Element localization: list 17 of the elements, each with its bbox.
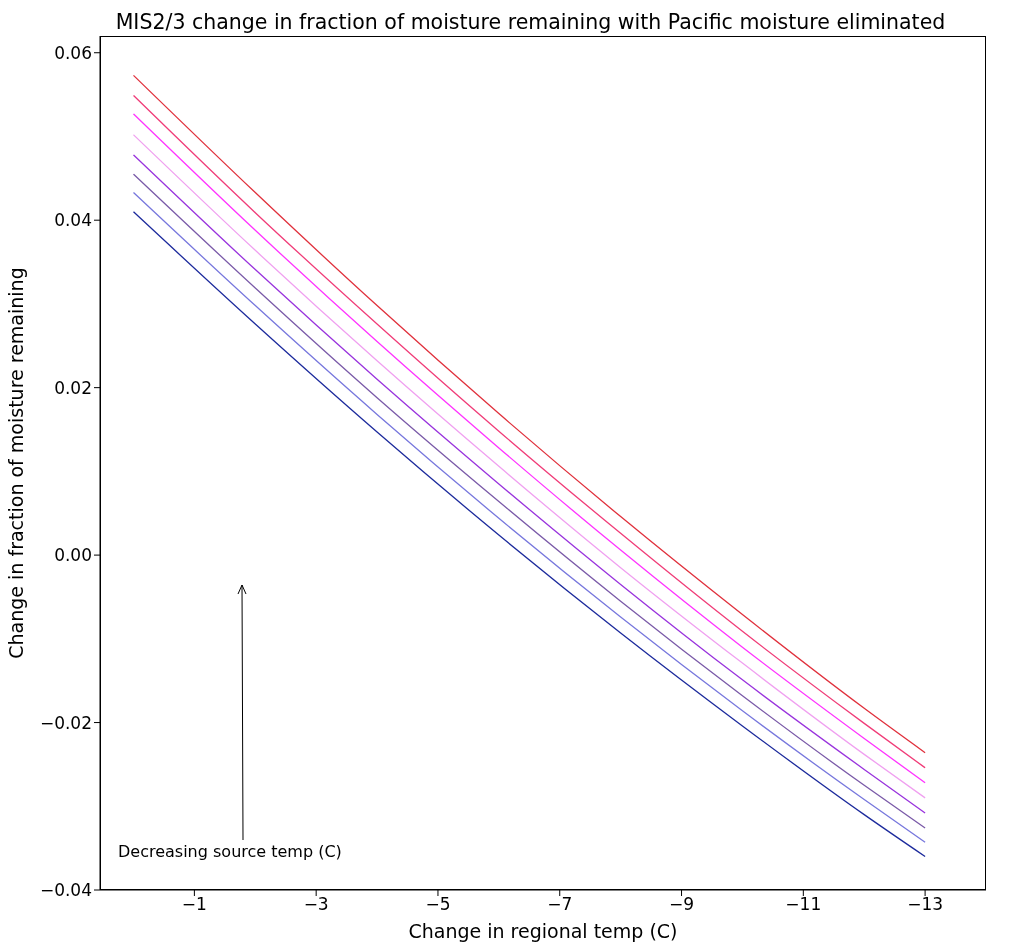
x-tick-label: −3	[303, 894, 329, 915]
y-tick-label: 0.00	[54, 545, 92, 566]
x-tick-label: −13	[907, 894, 944, 915]
x-tick-label: −9	[669, 894, 695, 915]
y-axis-title: Change in fraction of moisture remaining	[4, 267, 27, 659]
x-tick-label: −1	[181, 894, 207, 915]
annotation: Decreasing source temp (C)	[118, 842, 342, 861]
x-tick-label: −11	[785, 894, 822, 915]
chart-title: MIS2/3 change in fraction of moisture remaining with Pacific moisture eliminated	[114, 10, 947, 34]
y-tick-label: 0.06	[54, 42, 92, 63]
y-tick-label: 0.04	[54, 210, 92, 231]
x-tick-label: −5	[425, 894, 451, 915]
y-tick-label: −0.04	[39, 880, 92, 901]
x-tick-label: −7	[547, 894, 573, 915]
y-tick-label: −0.02	[39, 712, 92, 733]
x-axis-title: Change in regional temp (C)	[408, 920, 678, 942]
y-tick-label: 0.02	[54, 377, 92, 398]
